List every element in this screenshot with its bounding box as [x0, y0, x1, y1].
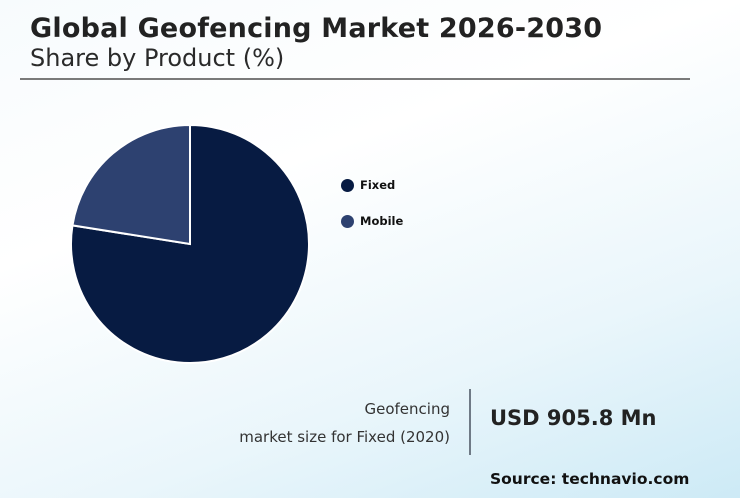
pie-slice-fixed — [70, 123, 310, 364]
legend-swatch-fixed — [341, 178, 354, 192]
legend-label: Mobile — [360, 214, 404, 228]
market-size-value: USD 905.8 Mn — [490, 406, 657, 430]
stat-label-line2: market size for Fixed (2020) — [239, 428, 450, 446]
legend-item-mobile: Mobile — [341, 212, 403, 230]
pie-slice-mobile — [71, 123, 191, 246]
legend: Fixed Mobile — [341, 176, 403, 248]
stat-divider — [469, 389, 471, 455]
stat-label-line1: Geofencing — [364, 400, 451, 418]
legend-swatch-mobile — [341, 214, 354, 228]
chart-title: Global Geofencing Market 2026-2030 — [30, 13, 603, 44]
legend-item-fixed: Fixed — [341, 176, 403, 194]
chart-subtitle: Share by Product (%) — [30, 44, 285, 72]
legend-label: Fixed — [360, 178, 396, 192]
source-credit: Source: technavio.com — [490, 470, 690, 488]
title-divider — [20, 78, 690, 80]
pie-chart — [70, 123, 310, 364]
